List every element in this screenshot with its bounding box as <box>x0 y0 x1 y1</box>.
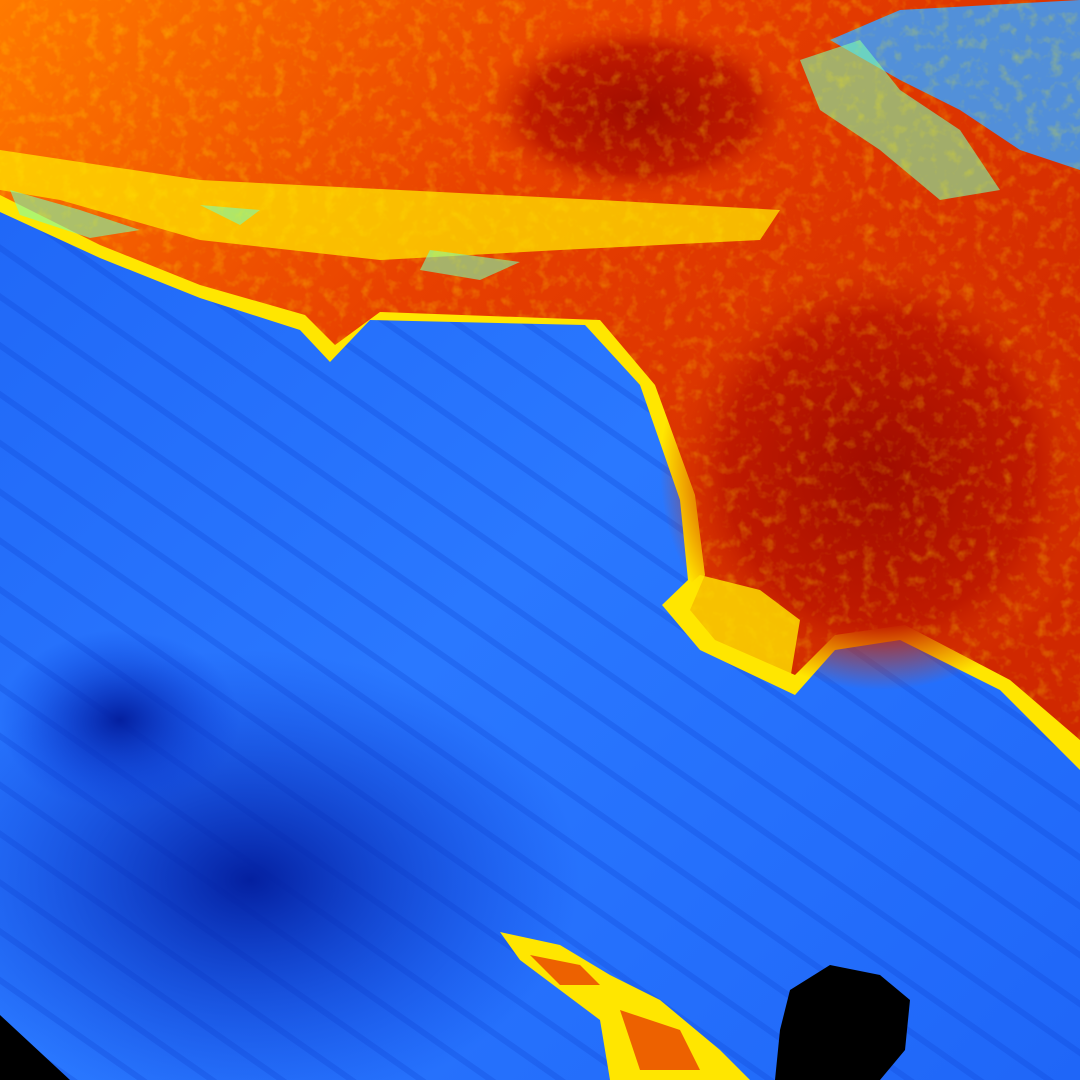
island-interior <box>530 955 700 1070</box>
deep-ocean-region-2 <box>0 630 240 810</box>
peninsula <box>672 575 800 680</box>
no-data-patch <box>775 965 910 1080</box>
no-data-corner <box>0 1015 70 1080</box>
